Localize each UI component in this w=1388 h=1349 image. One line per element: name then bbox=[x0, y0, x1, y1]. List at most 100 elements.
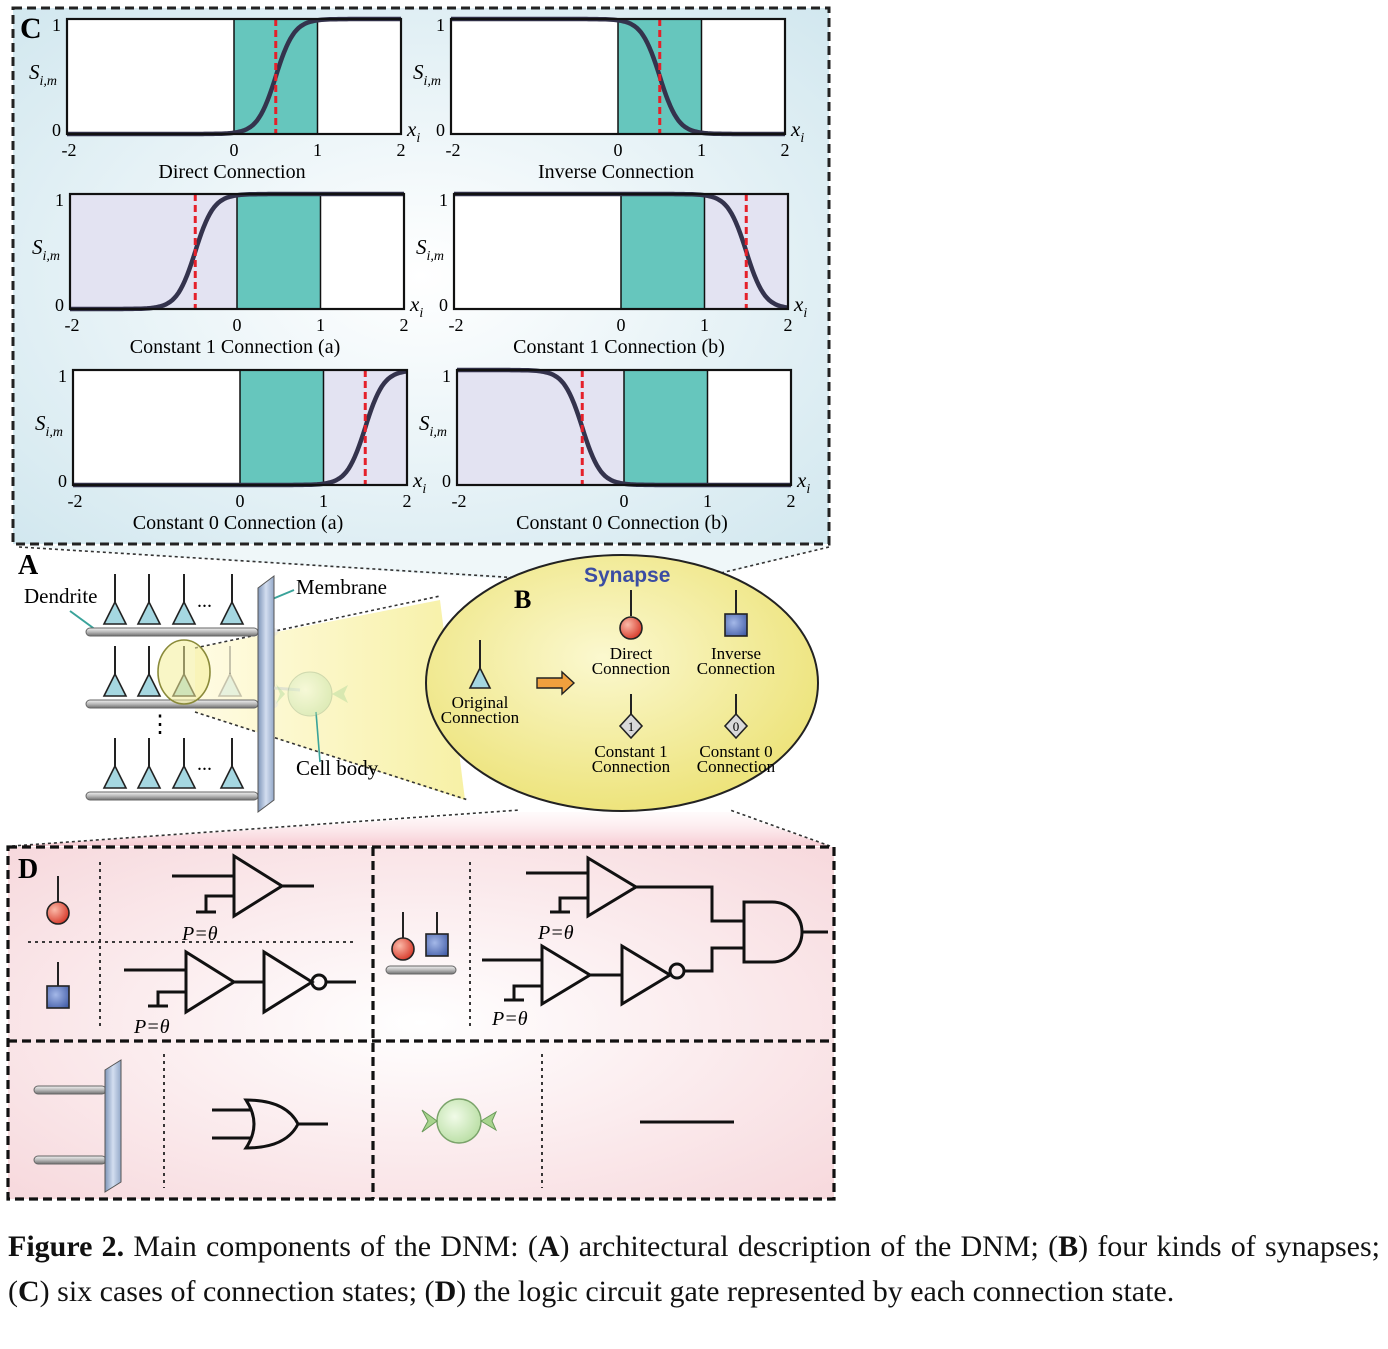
caption-intro: Main components of the DNM: ( bbox=[124, 1230, 538, 1263]
plot-window-region bbox=[624, 370, 708, 485]
d-inverse-icon bbox=[46, 962, 70, 1009]
plot-ylabel: Si,m bbox=[32, 235, 60, 264]
plot-xtick: 2 bbox=[781, 140, 790, 160]
direct-label-2: Connection bbox=[592, 659, 671, 678]
panel-b-label: B bbox=[514, 585, 531, 614]
panel-d-grid bbox=[6, 845, 836, 1201]
constant-0-glyph: 0 bbox=[733, 719, 740, 734]
membrane-plate bbox=[257, 575, 275, 813]
d-membrane-icon bbox=[33, 1059, 122, 1193]
dendrite-rows bbox=[85, 574, 278, 801]
synapse-cone bbox=[102, 764, 128, 789]
plot-xtick: 2 bbox=[787, 491, 796, 511]
synapse-cone bbox=[219, 764, 245, 789]
plot-xtick: 1 bbox=[703, 491, 712, 511]
original-label-1: Original bbox=[452, 693, 509, 712]
direct-label-1: Direct bbox=[610, 644, 653, 663]
cell-body-faint-tail bbox=[276, 684, 285, 704]
plot-xtick: 0 bbox=[233, 315, 242, 335]
dendrite-dots-1: ... bbox=[197, 590, 212, 612]
constant-0-connection-icon bbox=[723, 694, 749, 740]
synapse-title: Synapse bbox=[584, 564, 670, 587]
cell-body-faint bbox=[287, 671, 333, 717]
plot-ytick-1: 1 bbox=[442, 366, 451, 386]
plot-title: Inverse Connection bbox=[538, 161, 694, 183]
plot-xtick: 2 bbox=[403, 491, 412, 511]
plot-ytick-0: 0 bbox=[442, 471, 451, 491]
plot-title: Constant 1 Connection (b) bbox=[513, 336, 725, 358]
plot-xtick: 0 bbox=[236, 491, 245, 511]
panel-a-label: A bbox=[18, 550, 39, 581]
plot-ytick-1: 1 bbox=[436, 15, 445, 35]
inverse-connection-icon bbox=[724, 590, 748, 637]
plot-ytick-1: 1 bbox=[55, 190, 64, 210]
panel-d-label: D bbox=[18, 854, 38, 885]
constant-0-label-2: Connection bbox=[697, 757, 776, 776]
plot-xlabel: xi bbox=[796, 468, 810, 497]
plot-xtick: -2 bbox=[62, 140, 77, 160]
plot-ytick-0: 0 bbox=[439, 295, 448, 315]
plot-window-region bbox=[237, 194, 321, 309]
direct-connection-icon bbox=[619, 590, 643, 640]
constant-1-label-2: Connection bbox=[592, 757, 671, 776]
transform-arrow-icon bbox=[536, 670, 576, 696]
synapse-cone bbox=[136, 764, 162, 789]
inverse-label-2: Connection bbox=[697, 659, 776, 678]
d-direct-icon bbox=[46, 876, 70, 925]
caption-a: A bbox=[537, 1230, 560, 1263]
plot-title: Direct Connection bbox=[158, 161, 305, 183]
plot-ylabel: Si,m bbox=[419, 411, 447, 440]
plot-xtick: 1 bbox=[319, 491, 328, 511]
synapse-cone bbox=[171, 764, 197, 789]
panel-d-background bbox=[8, 847, 834, 1199]
caption-b-text: ) four kinds of synapses; ( bbox=[8, 1230, 1380, 1308]
plot-ytick-0: 0 bbox=[52, 120, 61, 140]
plot-xtick: -2 bbox=[68, 491, 83, 511]
synapse-cone bbox=[136, 672, 162, 697]
synapse-cone bbox=[171, 600, 197, 625]
plot-xtick: 0 bbox=[617, 315, 626, 335]
caption-b: B bbox=[1058, 1230, 1079, 1263]
plot-xtick: 0 bbox=[230, 140, 239, 160]
d-combined-circuit bbox=[482, 855, 828, 1007]
plot-frame bbox=[455, 368, 793, 487]
plot-xlabel: xi bbox=[790, 117, 804, 146]
plot-xtick: 0 bbox=[614, 140, 623, 160]
plot-ytick-1: 1 bbox=[58, 366, 67, 386]
synapse-cone bbox=[102, 672, 128, 697]
plot-ytick-1: 1 bbox=[439, 190, 448, 210]
inverse-label-1: Inverse bbox=[711, 644, 761, 663]
plot-xtick: 1 bbox=[700, 315, 709, 335]
synapse-cone bbox=[217, 672, 243, 697]
plot-frame bbox=[65, 17, 403, 136]
plot-xtick: -2 bbox=[449, 315, 464, 335]
plot-title: Constant 0 Connection (b) bbox=[516, 512, 728, 534]
plot-ylabel: Si,m bbox=[416, 235, 444, 264]
dendrite-branch-3 bbox=[85, 791, 259, 801]
plot-xlabel: xi bbox=[793, 292, 807, 321]
plot-ylabel: Si,m bbox=[35, 411, 63, 440]
plot-ytick-0: 0 bbox=[436, 120, 445, 140]
dendrite-label: Dendrite bbox=[24, 584, 97, 608]
d-combined-icon bbox=[385, 912, 457, 975]
plot-ytick-0: 0 bbox=[55, 295, 64, 315]
d-direct-circuit bbox=[172, 853, 314, 919]
caption-c: C bbox=[18, 1275, 40, 1308]
cone-line-d-left bbox=[11, 809, 521, 847]
constant-1-glyph: 1 bbox=[628, 719, 635, 734]
membrane-label: Membrane bbox=[296, 575, 387, 599]
threshold-label-direct: P=θ bbox=[181, 923, 218, 945]
dendrite-dots-3: ... bbox=[197, 753, 212, 775]
constant-1-label-1: Constant 1 bbox=[594, 742, 667, 761]
dendrite-pointer bbox=[69, 610, 97, 631]
plot-xlabel: xi bbox=[412, 468, 426, 497]
synapse-cone bbox=[219, 600, 245, 625]
caption-figure-label: Figure 2. bbox=[8, 1230, 125, 1263]
figure-caption: Figure 2. Main components of the DNM: (A… bbox=[8, 1224, 1380, 1314]
plot-xtick: -2 bbox=[65, 315, 80, 335]
synapse-cone bbox=[102, 600, 128, 625]
plot-xtick: 2 bbox=[400, 315, 409, 335]
